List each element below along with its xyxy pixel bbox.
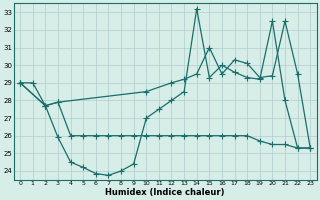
X-axis label: Humidex (Indice chaleur): Humidex (Indice chaleur) [106, 188, 225, 197]
